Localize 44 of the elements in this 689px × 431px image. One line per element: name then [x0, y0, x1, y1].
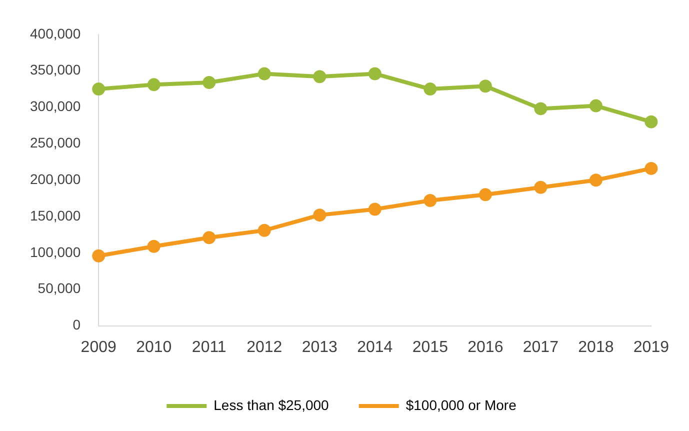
point: [424, 194, 437, 207]
point: [368, 67, 382, 80]
legend-label: Less than $25,000: [214, 396, 330, 413]
y-tick-label: 150,000: [30, 207, 81, 224]
x-tick-label: 2012: [246, 338, 282, 356]
y-tick-label: 300,000: [30, 98, 81, 114]
y-tick-label: 250,000: [30, 134, 81, 151]
point: [424, 82, 437, 96]
point: [258, 67, 271, 80]
y-tick-label: 350,000: [30, 62, 81, 78]
point: [202, 76, 216, 89]
point: [368, 202, 382, 216]
point: [644, 162, 658, 175]
point: [644, 115, 658, 128]
y-tick-label: 400,000: [30, 25, 81, 42]
point: [313, 70, 326, 84]
x-tick-label: 2011: [192, 338, 226, 356]
x-tick-label: 2015: [412, 338, 448, 356]
point: [147, 78, 160, 92]
point: [147, 240, 160, 253]
point: [534, 180, 548, 194]
x-tick-label: 2019: [633, 338, 670, 356]
y-tick-label: 0: [72, 316, 81, 333]
point: [92, 249, 106, 262]
x-tick-label: 2013: [302, 338, 338, 356]
x-tick-label: 2010: [136, 338, 172, 356]
x-tick-label: 2014: [357, 338, 393, 356]
point: [92, 82, 106, 96]
x-tick-label: 2018: [578, 338, 614, 356]
x-tick-label: 2009: [80, 338, 117, 356]
point: [258, 224, 271, 237]
x-tick-label: 2016: [468, 338, 504, 356]
point: [313, 208, 326, 222]
point: [478, 188, 492, 202]
y-tick-label: 100,000: [30, 244, 81, 260]
point: [589, 174, 602, 187]
point: [202, 231, 216, 244]
y-tick-label: 50,000: [38, 280, 81, 296]
legend-label: $100,000 or More: [406, 396, 517, 413]
x-tick-label: 2017: [522, 338, 559, 356]
point: [589, 99, 602, 112]
point: [534, 102, 548, 116]
point: [478, 80, 492, 93]
y-tick-label: 200,000: [30, 170, 81, 187]
